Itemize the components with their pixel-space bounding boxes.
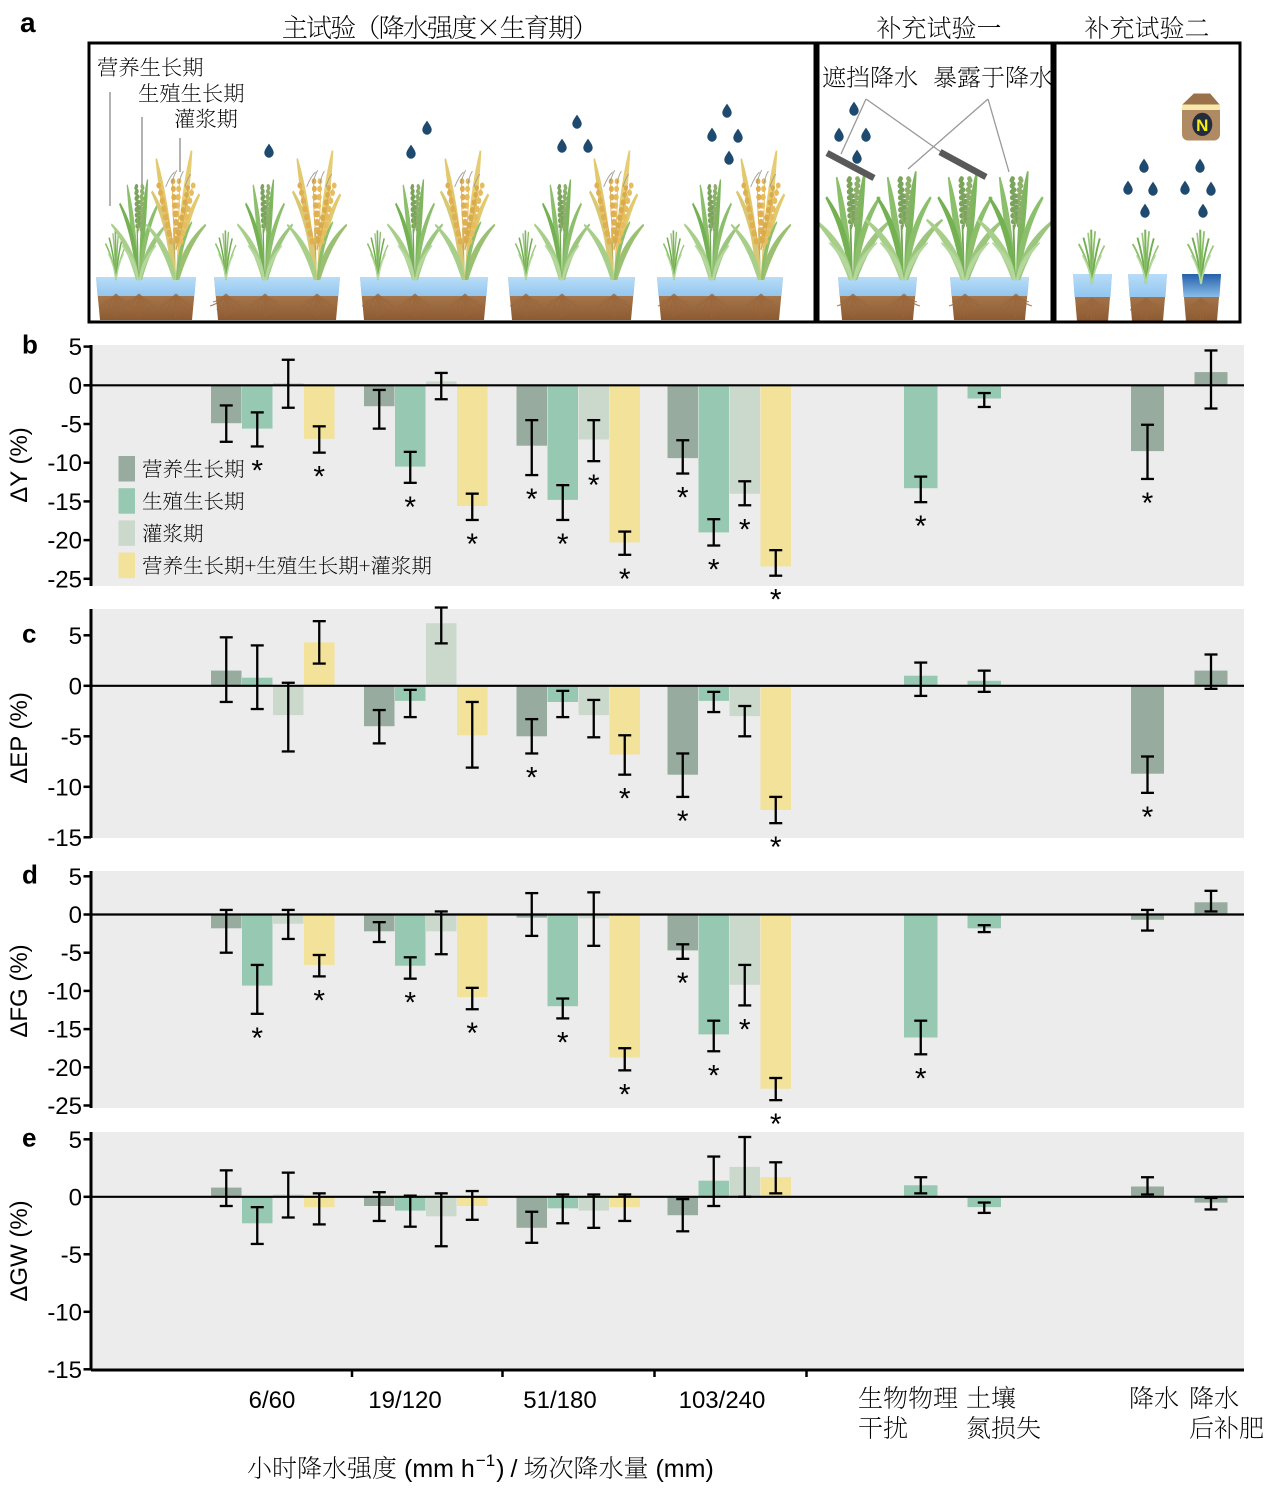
svg-text:ΔEP (%): ΔEP (%) [6,692,33,784]
svg-text:*: * [739,1013,751,1046]
svg-text:-5: -5 [61,412,82,439]
svg-text:*: * [619,783,631,816]
svg-text:N: N [1196,116,1208,135]
svg-text:-15: -15 [47,489,82,516]
svg-text:19/120: 19/120 [368,1387,441,1414]
svg-text:-25: -25 [47,1093,82,1120]
svg-text:*: * [313,984,325,1017]
svg-text:-15: -15 [47,1017,82,1044]
svg-text:0: 0 [69,373,82,400]
svg-text:*: * [526,483,538,516]
svg-text:(mm h: (mm h [404,1455,475,1483]
svg-text:5: 5 [69,1127,82,1154]
svg-text:-15: -15 [47,1357,82,1384]
svg-text:(mm): (mm) [655,1455,713,1483]
svg-text:ΔFG (%): ΔFG (%) [6,944,33,1037]
svg-text:a: a [20,7,36,38]
svg-text:5: 5 [69,864,82,891]
svg-text:*: * [770,831,782,864]
svg-text:-20: -20 [47,528,82,555]
svg-text:*: * [677,805,689,838]
svg-text:5: 5 [69,334,82,361]
svg-text:-10: -10 [47,978,82,1005]
svg-text:c: c [22,618,36,648]
svg-text:−1: −1 [476,1451,495,1470]
svg-text:ΔGW (%): ΔGW (%) [6,1200,33,1301]
svg-text:0: 0 [69,673,82,700]
svg-text:*: * [708,1059,720,1092]
svg-text:*: * [313,461,325,494]
svg-text:ΔY (%): ΔY (%) [6,427,33,503]
svg-text:*: * [557,1026,569,1059]
svg-text:*: * [1142,801,1154,834]
svg-text:-15: -15 [47,825,82,852]
svg-text:-10: -10 [47,450,82,477]
svg-text:*: * [404,987,416,1020]
svg-text:0: 0 [69,1184,82,1211]
svg-text:-5: -5 [61,1242,82,1269]
svg-text:*: * [526,761,538,794]
svg-text:*: * [619,1078,631,1111]
svg-text:*: * [1142,487,1154,520]
svg-text:*: * [915,1062,927,1095]
svg-text:-25: -25 [47,566,82,593]
svg-text:): ) [496,1455,504,1483]
svg-text:-20: -20 [47,1055,82,1082]
svg-text:-10: -10 [47,1299,82,1326]
svg-text:*: * [251,454,263,487]
svg-text:*: * [466,528,478,561]
svg-text:*: * [404,491,416,524]
svg-text:*: * [677,967,689,1000]
svg-text:*: * [770,584,782,617]
svg-text:-5: -5 [61,724,82,751]
svg-text:b: b [22,330,38,360]
svg-text:e: e [22,1122,36,1152]
svg-text:*: * [708,554,720,587]
svg-text:*: * [466,1017,478,1050]
svg-text:*: * [677,482,689,515]
svg-text:103/240: 103/240 [679,1387,766,1414]
svg-text:d: d [22,859,38,889]
svg-text:*: * [557,528,569,561]
svg-text:*: * [619,563,631,596]
svg-text:-10: -10 [47,774,82,801]
svg-text:6/60: 6/60 [249,1387,296,1414]
svg-text:5: 5 [69,623,82,650]
svg-text:*: * [915,510,927,543]
svg-text:*: * [739,513,751,546]
svg-text:0: 0 [69,902,82,929]
svg-text:/: / [511,1455,518,1483]
svg-text:*: * [251,1022,263,1055]
svg-text:*: * [588,469,600,502]
svg-text:51/180: 51/180 [523,1387,596,1414]
svg-text:-5: -5 [61,940,82,967]
